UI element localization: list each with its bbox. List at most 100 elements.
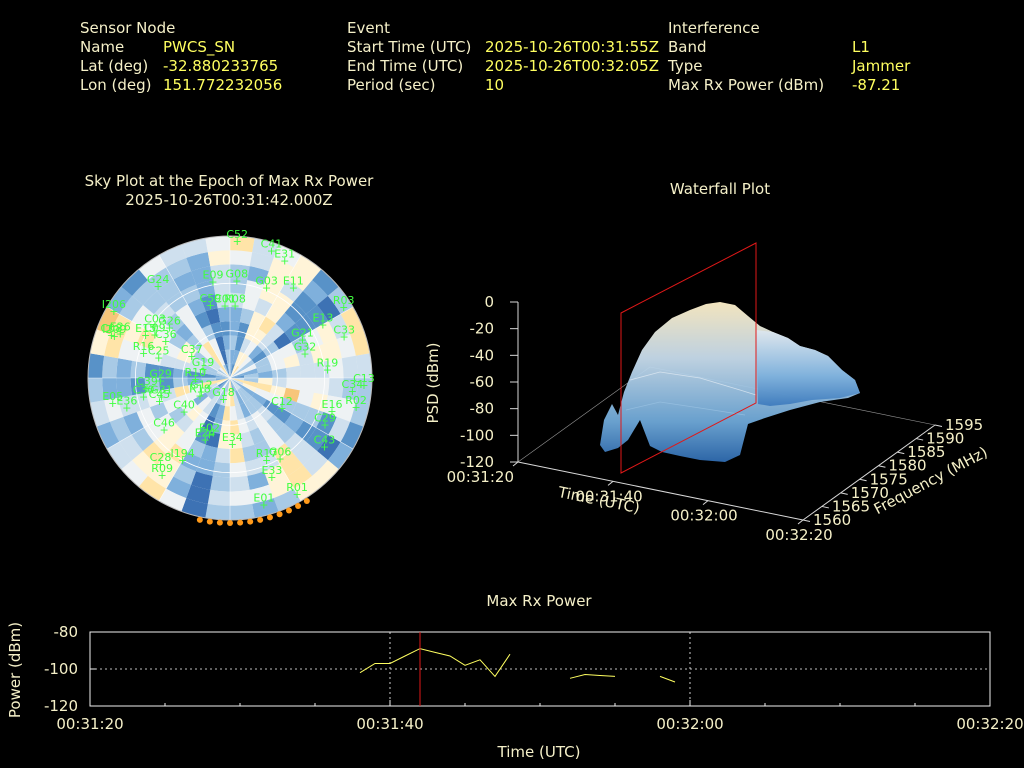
skyplot-cell bbox=[119, 295, 143, 322]
skyplot-cell bbox=[296, 390, 314, 408]
skyplot-cell bbox=[230, 365, 240, 378]
satellite-marker: +C40 bbox=[173, 398, 195, 418]
skyplot-cell bbox=[130, 360, 147, 378]
skyplot-cell bbox=[176, 349, 194, 364]
waterfall-z-tick-label: -60 bbox=[470, 373, 495, 391]
skyplot-cell bbox=[243, 378, 259, 383]
skyplot-cell bbox=[284, 323, 304, 343]
skyplot-cell bbox=[230, 503, 255, 520]
waterfall-y-tick-label: 1575 bbox=[870, 470, 908, 488]
satellite-label: E13 bbox=[312, 311, 333, 324]
skyplot-cell bbox=[222, 405, 230, 421]
skyplot-cell bbox=[327, 441, 353, 470]
power-chart-series-line bbox=[659, 675, 676, 683]
power-chart-xlabel: Time (UTC) bbox=[497, 743, 581, 761]
satellite-label: E11 bbox=[283, 275, 304, 288]
skyplot-cell bbox=[163, 342, 181, 359]
skyplot-cell bbox=[210, 264, 230, 281]
skyplot-cell bbox=[336, 334, 356, 359]
satellite-label: R17 bbox=[256, 447, 278, 460]
skyplot-cell bbox=[249, 484, 274, 504]
waterfall-x-tick bbox=[512, 461, 519, 467]
skyplot-cell bbox=[164, 312, 185, 333]
power-chart-ytick-label: -120 bbox=[44, 697, 78, 715]
skyplot-cell bbox=[202, 341, 216, 357]
interference-band-label: Band bbox=[668, 38, 707, 56]
skyplot-cell bbox=[230, 373, 244, 378]
skyplot-cell bbox=[310, 344, 328, 364]
skyplot-cell bbox=[144, 363, 161, 378]
satellite-marker: +G03 bbox=[255, 274, 278, 294]
satellite-cross: + bbox=[154, 280, 163, 293]
skyplot-cell bbox=[263, 464, 287, 485]
satellite-label: C01 bbox=[214, 293, 236, 306]
satellite-cross: + bbox=[289, 282, 298, 295]
waterfall-x-tick-label: 00:31:40 bbox=[575, 487, 642, 505]
skyplot-cell bbox=[265, 432, 285, 452]
skyplot-cell bbox=[327, 378, 344, 398]
skyplot-cell bbox=[242, 294, 260, 312]
skyplot-cell bbox=[215, 375, 230, 378]
satellite-marker: +R08 bbox=[224, 293, 246, 313]
skyplot-cell bbox=[293, 441, 318, 466]
satellite-label: E33 bbox=[261, 464, 282, 477]
satellite-cross: + bbox=[262, 281, 271, 294]
skyplot-cell bbox=[193, 350, 209, 364]
skyplot-cell bbox=[286, 465, 313, 489]
skyplot-cell bbox=[237, 388, 249, 403]
satellite-marker: +C33 bbox=[333, 323, 355, 343]
skyplot-cell bbox=[205, 236, 230, 253]
satellite-cross: + bbox=[142, 382, 151, 395]
satellite-cross: + bbox=[292, 488, 301, 501]
skyplot-cell bbox=[242, 382, 257, 393]
satellite-label: R09 bbox=[151, 462, 173, 475]
satellite-cross: + bbox=[205, 428, 214, 441]
satellite-label: E36 bbox=[116, 395, 137, 408]
satellite-marker: +E24 bbox=[195, 426, 216, 446]
skyplot-cell bbox=[215, 390, 226, 405]
skyplot-cell bbox=[230, 447, 245, 464]
waterfall-x-tick-label: 00:31:20 bbox=[447, 468, 514, 486]
satellite-marker: +C36 bbox=[155, 328, 177, 348]
skyplot-cell bbox=[174, 385, 190, 398]
skyplot-cell bbox=[187, 370, 203, 378]
skyplot-cell bbox=[227, 363, 230, 378]
skyplot-cell bbox=[244, 414, 259, 432]
skyplot-cell bbox=[272, 291, 294, 313]
satellite-marker: +G18 bbox=[212, 386, 235, 406]
skyplot-cell bbox=[268, 257, 294, 280]
skyplot-cell bbox=[184, 316, 202, 335]
satellite-cross: + bbox=[298, 333, 307, 346]
satellite-marker: +C41 bbox=[261, 237, 283, 257]
satellite-marker: +R02 bbox=[345, 394, 367, 414]
skyplot-cell bbox=[123, 411, 144, 435]
skyplot-low-elevation-dot bbox=[257, 516, 264, 523]
waterfall-y-tick bbox=[802, 519, 811, 522]
satellite-marker: +C03 bbox=[144, 313, 166, 333]
waterfall-y-tick bbox=[859, 478, 867, 482]
skyplot-cell bbox=[316, 411, 337, 435]
skyplot-cell bbox=[216, 373, 230, 378]
skyplot-cell bbox=[180, 399, 198, 415]
satellite-label: C29 bbox=[314, 411, 336, 424]
skyplot-cell bbox=[341, 378, 358, 401]
skyplot-cell bbox=[131, 304, 154, 329]
satellite-label: C28 bbox=[150, 451, 172, 464]
satellite-label: C08 bbox=[101, 322, 123, 335]
satellite-cross: + bbox=[195, 389, 204, 402]
satellite-label: I206 bbox=[102, 298, 126, 311]
satellite-cross: + bbox=[154, 352, 163, 365]
satellite-marker: +E05 bbox=[102, 390, 123, 410]
skyplot-cell bbox=[153, 432, 176, 455]
skyplot-cell bbox=[279, 279, 304, 302]
waterfall-surface-ridge bbox=[629, 371, 757, 396]
skyplot-cell bbox=[244, 341, 258, 357]
skyplot-cell bbox=[194, 427, 211, 445]
satellite-marker: +C52 bbox=[226, 228, 248, 248]
skyplot-cell bbox=[257, 370, 273, 378]
satellite-label: C30 bbox=[133, 383, 155, 396]
interference-type-label: Type bbox=[668, 57, 703, 75]
satellite-marker: +R10 bbox=[184, 366, 206, 386]
skyplot-cell bbox=[286, 267, 313, 291]
satellite-marker: +I194 bbox=[171, 447, 195, 467]
